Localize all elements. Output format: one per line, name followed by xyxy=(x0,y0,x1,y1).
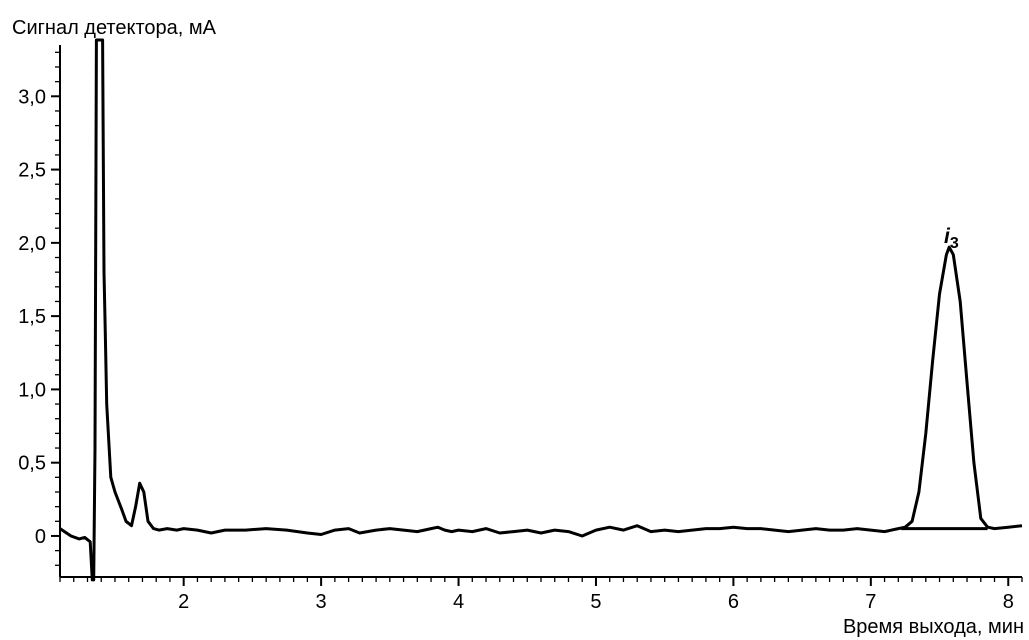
y-tick-label: 2,0 xyxy=(18,233,46,255)
y-tick-label: 2,5 xyxy=(18,160,46,182)
x-tick-label: 3 xyxy=(316,591,327,613)
x-axis-label: Время выхода, мин xyxy=(843,616,1024,638)
x-tick-label: 4 xyxy=(453,591,464,613)
peak-annotation-subscript: 3 xyxy=(950,235,959,252)
x-tick-label: 8 xyxy=(1003,591,1014,613)
x-axis-ticks: 2 3 4 5 6 7 8 xyxy=(59,577,1023,613)
axes xyxy=(59,45,1022,578)
peak-annotation-letter: i xyxy=(944,225,951,248)
y-axis-ticks: 0 0,5 1,0 1,5 2,0 2,5 3,0 xyxy=(18,51,60,566)
y-tick-label: 1,0 xyxy=(18,379,46,401)
x-tick-label: 7 xyxy=(865,591,876,613)
peak-annotation: i3 xyxy=(944,225,959,252)
x-tick-label: 5 xyxy=(590,591,601,613)
y-axis-label: Сигнал детектора, мА xyxy=(12,17,217,39)
y-tick-label: 3,0 xyxy=(18,86,46,108)
y-tick-label: 0,5 xyxy=(18,453,46,475)
x-tick-label: 6 xyxy=(728,591,739,613)
series-group xyxy=(59,38,1023,582)
signal-series-line xyxy=(59,38,1023,582)
x-tick-label: 2 xyxy=(178,591,189,613)
y-tick-label: 1,5 xyxy=(18,306,46,328)
y-tick-label: 0 xyxy=(35,526,46,548)
